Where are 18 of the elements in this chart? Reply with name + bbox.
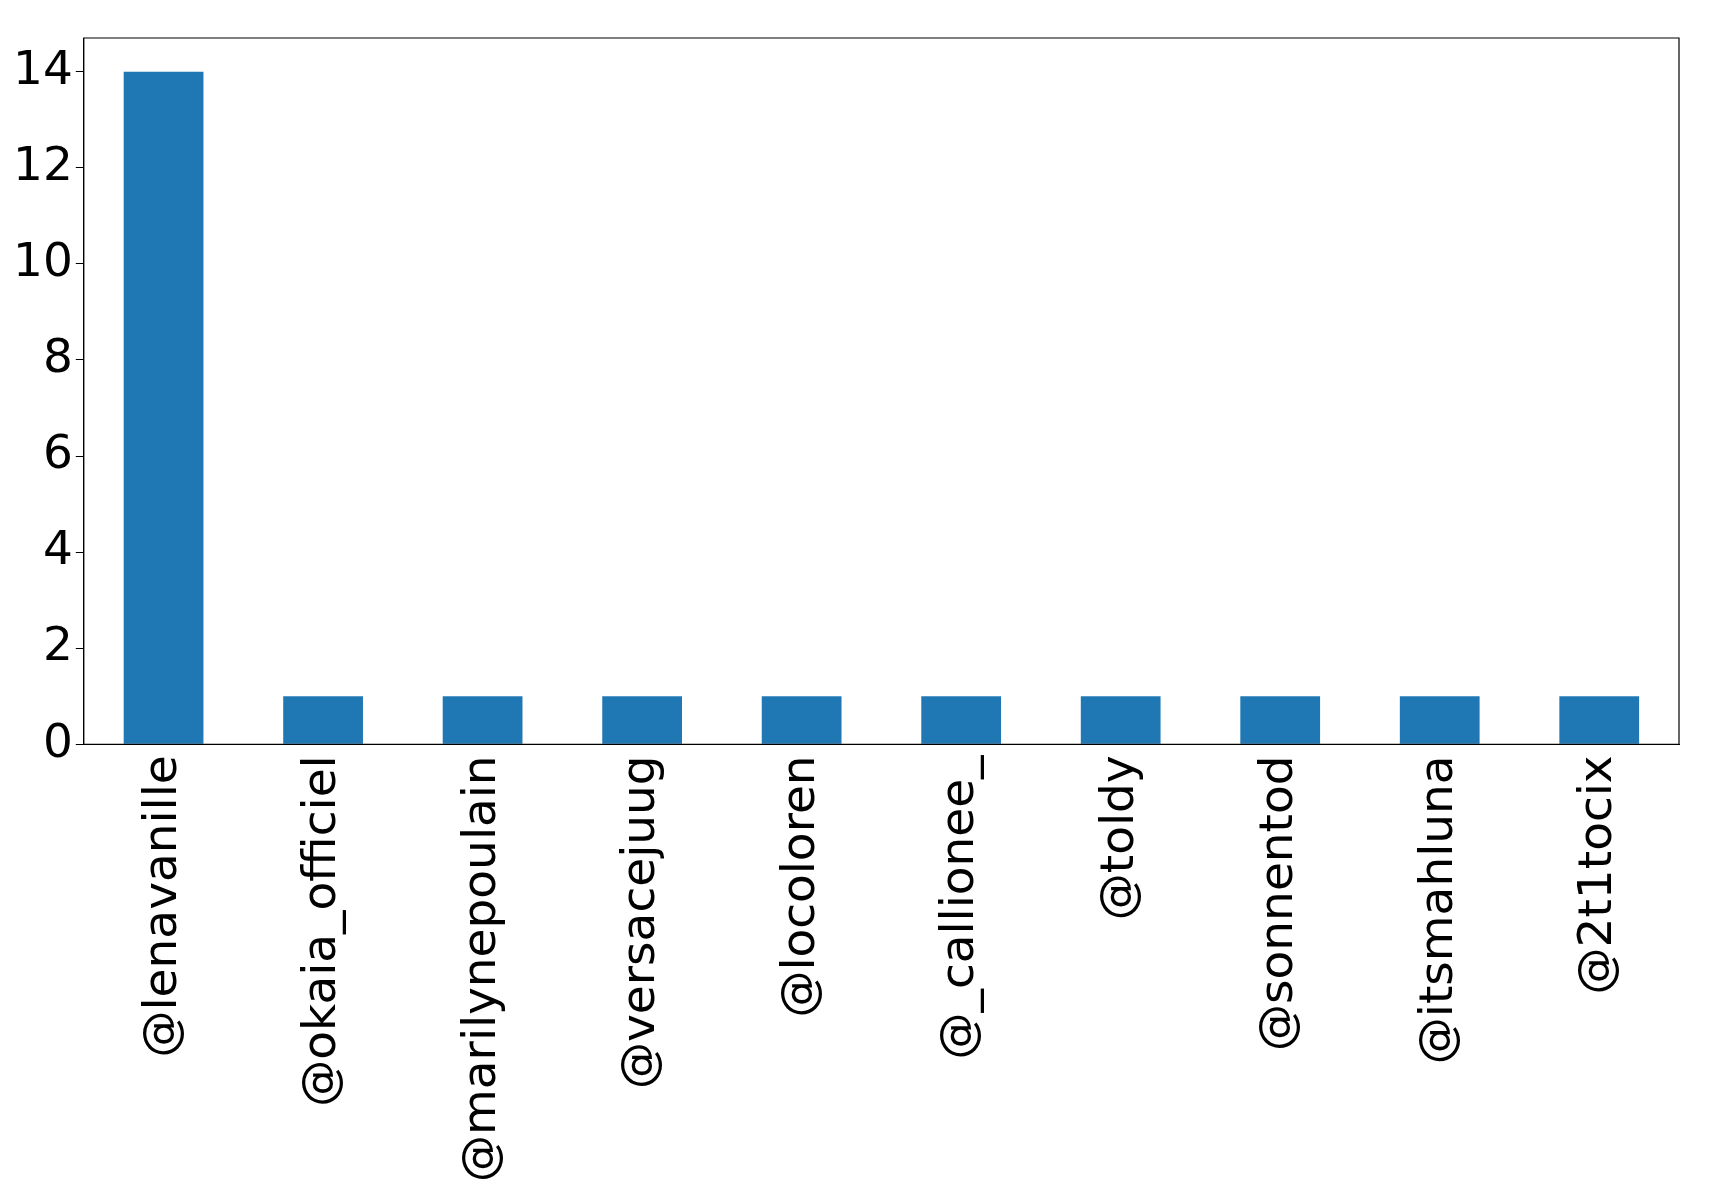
x-tick-label: @itsmahluna [1407,755,1463,1065]
x-tick-label: @toldy [1088,755,1144,921]
x-tick-label: @versacejuug [610,755,666,1089]
y-tick-label: 2 [42,616,73,672]
y-tick-label: 0 [42,712,73,768]
x-tick-label: @okaia_officiel [291,755,347,1107]
x-tick-label: @locoloren [769,755,825,1018]
y-tick-label: 4 [42,520,73,576]
x-tick-label: @lenavanille [131,755,187,1058]
y-tick-label: 14 [12,39,73,95]
y-tick-label: 6 [42,424,73,480]
y-tick-label: 12 [12,135,73,191]
y-tick-label: 10 [12,232,73,288]
x-tick-label: @_callionee_ [929,754,985,1060]
x-tick-label: @sonnentod [1248,755,1304,1051]
x-tick-label: @2t1tocix [1567,755,1623,995]
y-tick-label: 8 [42,328,73,384]
x-tick-label: @marilynepoulain [450,755,506,1183]
